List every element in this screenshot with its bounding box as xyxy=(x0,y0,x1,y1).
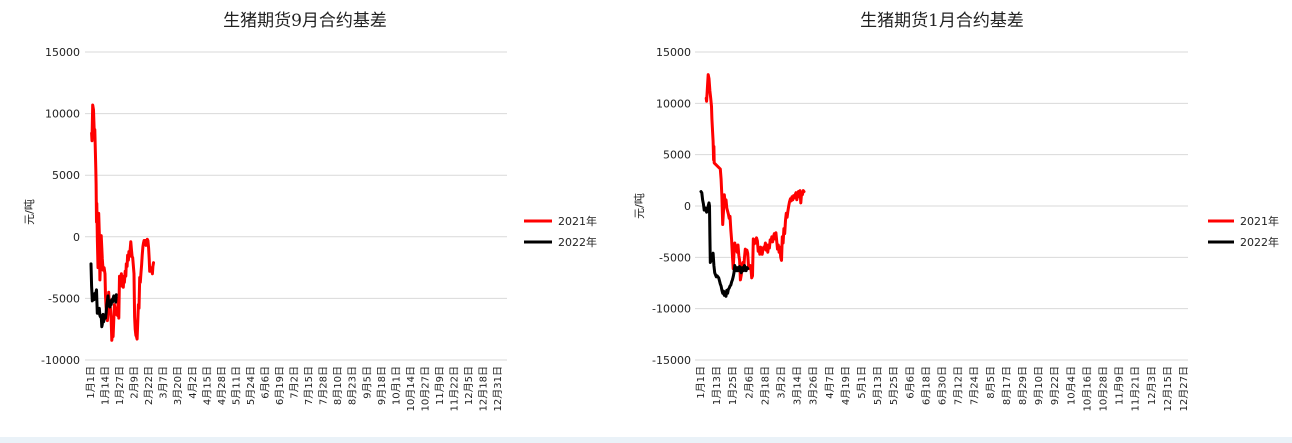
x-tick-label: 10月1日 xyxy=(390,366,402,405)
x-tick-label: 10月4日 xyxy=(1065,366,1077,405)
legend: 2021年 2022年 xyxy=(1208,214,1279,249)
x-tick-label: 6月6日 xyxy=(259,366,271,399)
y-tick-label: 10000 xyxy=(656,97,691,110)
gridlines xyxy=(85,51,507,361)
x-tick-label: 10月14日 xyxy=(405,366,417,411)
chart-title: 生猪期货1月合约基差 xyxy=(860,11,1024,31)
x-tick-label: 1月25日 xyxy=(727,366,739,405)
x-tick-label: 2月9日 xyxy=(129,366,141,399)
chart-left: 生猪期货9月合约基差 元/吨 -10000 -5000 0 5000 10000 1500… xyxy=(23,11,597,411)
x-tick-label: 4月7日 xyxy=(824,366,836,399)
bottom-strip xyxy=(0,437,1292,443)
y-tick-label: 0 xyxy=(73,231,80,244)
x-tick-label: 10月28日 xyxy=(1098,366,1110,411)
x-tick-label: 4月19日 xyxy=(840,366,852,405)
x-tick-label: 5月11日 xyxy=(230,366,242,405)
y-axis-label: 元/吨 xyxy=(23,199,36,225)
x-tick-label: 4月28日 xyxy=(216,366,228,405)
y-tick-label: -10000 xyxy=(41,354,80,367)
x-tick-label: 11月9日 xyxy=(1114,366,1126,405)
x-tick-label: 6月18日 xyxy=(920,366,932,405)
series-line-2022年 xyxy=(699,190,750,298)
y-axis-label: 元/吨 xyxy=(633,193,646,219)
x-tick-label: 3月7日 xyxy=(158,366,170,399)
x-tick-label: 7月12日 xyxy=(953,366,965,405)
gridlines xyxy=(695,51,1188,361)
x-tick-label: 1月27日 xyxy=(114,366,126,405)
x-tick-label: 5月13日 xyxy=(872,366,884,405)
legend-label-2021: 2021年 xyxy=(558,214,597,228)
x-tick-label: 12月18日 xyxy=(478,366,490,411)
x-tick-label: 2月6日 xyxy=(743,366,755,399)
x-tick-label: 2月18日 xyxy=(759,366,771,405)
y-ticks: -10000 -5000 0 5000 10000 15000 xyxy=(41,46,80,367)
x-tick-label: 7月15日 xyxy=(303,366,315,405)
legend: 2021年 2022年 xyxy=(524,214,597,249)
legend-label-2022: 2022年 xyxy=(1240,235,1279,249)
y-tick-label: -5000 xyxy=(659,251,691,264)
y-tick-label: 0 xyxy=(684,200,691,213)
x-tick-label: 12月31日 xyxy=(492,366,504,411)
x-tick-label: 6月30日 xyxy=(937,366,949,405)
x-tick-label: 5月24日 xyxy=(245,366,257,405)
x-ticks: 1月1日 1月14日 1月27日 2月9日 2月22日 3月7日 3月20日 4月2日 4月15… xyxy=(85,366,504,411)
y-tick-label: -5000 xyxy=(48,292,80,305)
series-lines xyxy=(699,73,806,298)
y-tick-label: 15000 xyxy=(45,46,80,59)
x-tick-label: 2月22日 xyxy=(143,366,155,405)
x-tick-label: 7月28日 xyxy=(318,366,330,405)
x-tick-label: 3月14日 xyxy=(792,366,804,405)
x-tick-label: 8月17日 xyxy=(1001,366,1013,405)
series-lines xyxy=(89,103,155,342)
x-tick-label: 12月5日 xyxy=(463,366,475,405)
x-tick-label: 4月2日 xyxy=(187,366,199,399)
x-tick-label: 7月24日 xyxy=(969,366,981,405)
x-tick-label: 6月19日 xyxy=(274,366,286,405)
x-tick-label: 5月1日 xyxy=(856,366,868,399)
x-tick-label: 1月1日 xyxy=(695,366,707,399)
x-tick-label: 11月21日 xyxy=(1130,366,1142,411)
x-ticks: 1月1日 1月13日 1月25日 2月6日 2月18日 3月2日 3月14日 3月26日 4月7… xyxy=(695,366,1190,411)
x-tick-label: 9月22日 xyxy=(1049,366,1061,405)
x-tick-label: 8月5日 xyxy=(985,366,997,399)
x-tick-label: 1月14日 xyxy=(100,366,112,405)
y-tick-label: 5000 xyxy=(52,169,80,182)
x-tick-label: 11月22日 xyxy=(449,366,461,411)
x-tick-label: 12月27日 xyxy=(1178,366,1190,411)
chart-right: 生猪期货1月合约基差 元/吨 -15000 -10000 -5000 0 5000 100… xyxy=(633,11,1279,411)
legend-label-2021: 2021年 xyxy=(1240,214,1279,228)
x-tick-label: 3月2日 xyxy=(776,366,788,399)
y-ticks: -15000 -10000 -5000 0 5000 10000 15000 xyxy=(652,46,691,367)
series-line-2021年 xyxy=(90,103,155,342)
series-line-2021年 xyxy=(704,73,806,282)
x-tick-label: 11月9日 xyxy=(434,366,446,405)
y-tick-label: -10000 xyxy=(652,303,691,316)
x-tick-label: 7月2日 xyxy=(289,366,301,399)
x-tick-label: 8月10日 xyxy=(332,366,344,405)
x-tick-label: 10月27日 xyxy=(419,366,431,411)
legend-label-2022: 2022年 xyxy=(558,235,597,249)
y-tick-label: 5000 xyxy=(663,149,691,162)
x-tick-label: 12月15日 xyxy=(1162,366,1174,411)
y-tick-label: 10000 xyxy=(45,108,80,121)
x-tick-label: 9月18日 xyxy=(376,366,388,405)
x-tick-label: 1月1日 xyxy=(85,366,97,399)
x-tick-label: 10月16日 xyxy=(1081,366,1093,411)
series-line-2022年 xyxy=(89,262,118,329)
x-tick-label: 5月25日 xyxy=(888,366,900,405)
y-tick-label: 15000 xyxy=(656,46,691,59)
y-tick-label: -15000 xyxy=(652,354,691,367)
x-tick-label: 8月29日 xyxy=(1017,366,1029,405)
x-tick-label: 12月3日 xyxy=(1146,366,1158,405)
x-tick-label: 3月26日 xyxy=(808,366,820,405)
x-tick-label: 1月13日 xyxy=(711,366,723,405)
x-tick-label: 6月6日 xyxy=(904,366,916,399)
x-tick-label: 4月15日 xyxy=(201,366,213,405)
x-tick-label: 9月5日 xyxy=(361,366,373,399)
x-tick-label: 9月10日 xyxy=(1033,366,1045,405)
x-tick-label: 8月23日 xyxy=(347,366,359,405)
chart-title: 生猪期货9月合约基差 xyxy=(223,11,387,31)
x-tick-label: 3月20日 xyxy=(172,366,184,405)
